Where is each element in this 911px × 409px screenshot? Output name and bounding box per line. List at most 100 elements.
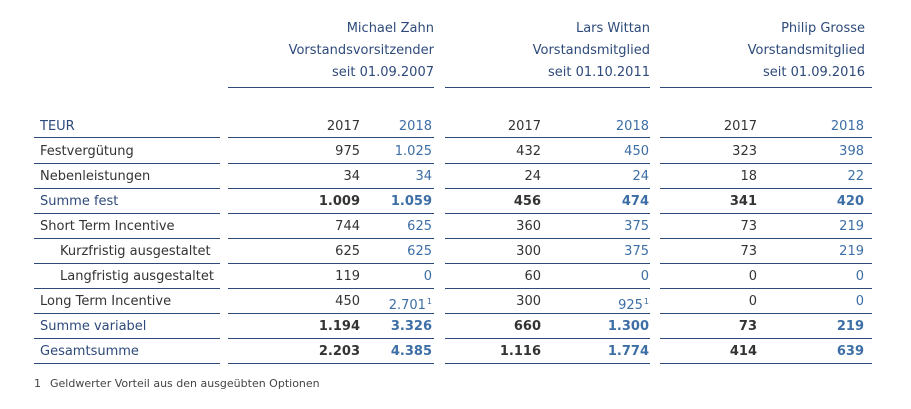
cell-value: 414	[729, 344, 757, 359]
cell-value: 450	[624, 144, 649, 159]
table-row: Gesamtsumme 2.203 4.385 1.116 1.774 414 639	[34, 339, 872, 364]
value-cell: 9251	[559, 289, 649, 314]
value-cell: 0	[559, 264, 649, 289]
value-cell: 0	[774, 289, 864, 314]
member-header-zahn: Michael Zahn Vorstandsvorsitzender seit …	[228, 18, 434, 84]
row-rule	[228, 163, 434, 164]
year-header: 2018	[398, 119, 432, 134]
member-name: Philip Grosse	[781, 21, 865, 36]
row-rule	[445, 188, 650, 189]
row-rule	[228, 288, 434, 289]
cell-value: 60	[524, 269, 541, 284]
header-rule	[228, 137, 434, 138]
value-cell: 456	[451, 189, 541, 214]
header-rule	[660, 137, 872, 138]
cell-value: 0	[855, 269, 864, 284]
value-cell: 0	[774, 264, 864, 289]
row-rule	[445, 213, 650, 214]
value-cell: 375	[559, 239, 649, 264]
value-cell: 639	[774, 339, 864, 364]
row-label: Nebenleistungen	[40, 169, 151, 184]
cell-value: 341	[729, 194, 757, 209]
cell-value: 360	[516, 219, 541, 234]
year-header: 2017	[723, 119, 757, 134]
row-label: Gesamtsumme	[40, 344, 139, 359]
cell-value: 300	[516, 244, 541, 259]
value-cell: 3.326	[342, 314, 432, 339]
cell-value: 625	[407, 219, 432, 234]
table-row: Festvergütung 975 1.025 432 450 323 398	[34, 139, 872, 164]
row-rule	[34, 163, 220, 164]
cell-value: 34	[343, 169, 360, 184]
cell-value: 219	[839, 244, 864, 259]
footnote-mark: 1	[426, 297, 432, 306]
footnote-text: Geldwerter Vorteil aus den ausgeübten Op…	[50, 377, 320, 390]
table-row: Summe fest 1.009 1.059 456 474 341 420	[34, 189, 872, 214]
value-cell: 474	[559, 189, 649, 214]
cell-value: 1.194	[318, 319, 360, 334]
cell-value: 1.025	[394, 144, 432, 159]
row-rule	[445, 363, 650, 364]
member-since: seit 01.09.2007	[331, 65, 434, 80]
row-rule	[228, 213, 434, 214]
year-header: 2018	[615, 119, 649, 134]
cell-value: 450	[335, 294, 360, 309]
cell-value: 474	[621, 194, 649, 209]
row-rule	[34, 238, 220, 239]
value-cell: 1.116	[451, 339, 541, 364]
footnote: 1 Geldwerter Vorteil aus den ausgeübten O…	[34, 377, 320, 390]
row-rule	[228, 263, 434, 264]
row-rule	[660, 363, 872, 364]
table-row: Long Term Incentive 450 2.7011 300 9251 0 0	[34, 289, 872, 314]
year-header: 2017	[507, 119, 541, 134]
value-cell: 300	[451, 239, 541, 264]
row-rule	[34, 188, 220, 189]
cell-value: 625	[407, 244, 432, 259]
value-cell: 0	[667, 264, 757, 289]
cell-value: 219	[836, 319, 864, 334]
cell-value: 34	[415, 169, 432, 184]
value-cell: 300	[451, 289, 541, 314]
value-cell: 398	[774, 139, 864, 164]
cell-value: 375	[624, 219, 649, 234]
year-header: 2018	[830, 119, 864, 134]
value-cell: 341	[667, 189, 757, 214]
row-rule	[445, 313, 650, 314]
cell-value: 119	[335, 269, 360, 284]
row-rule	[660, 188, 872, 189]
value-cell: 375	[559, 214, 649, 239]
value-cell: 360	[451, 214, 541, 239]
cell-value: 3.326	[390, 319, 432, 334]
cell-value: 744	[335, 219, 360, 234]
table-row: Kurzfristig ausgestaltet 625 625 300 375 73 21…	[34, 239, 872, 264]
value-cell: 34	[270, 164, 360, 189]
cell-value: 2.701	[388, 298, 426, 313]
value-cell: 0	[667, 289, 757, 314]
cell-value: 300	[516, 294, 541, 309]
table-row: Nebenleistungen 34 34 24 24 18 22	[34, 164, 872, 189]
row-rule	[445, 238, 650, 239]
cell-value: 24	[632, 169, 649, 184]
header-rule	[34, 137, 220, 138]
cell-value: 975	[335, 144, 360, 159]
cell-value: 375	[624, 244, 649, 259]
cell-value: 219	[839, 219, 864, 234]
row-rule	[228, 188, 434, 189]
cell-value: 420	[836, 194, 864, 209]
row-rule	[660, 238, 872, 239]
row-rule	[228, 313, 434, 314]
row-rule	[445, 163, 650, 164]
cell-value: 432	[516, 144, 541, 159]
cell-value: 1.300	[607, 319, 649, 334]
value-cell: 975	[270, 139, 360, 164]
value-cell: 2.7011	[342, 289, 432, 314]
row-rule	[228, 363, 434, 364]
cell-value: 625	[335, 244, 360, 259]
footnote-mark: 1	[643, 297, 649, 306]
value-cell: 625	[270, 239, 360, 264]
value-cell: 625	[342, 214, 432, 239]
member-name: Michael Zahn	[346, 21, 434, 36]
value-cell: 24	[451, 164, 541, 189]
row-rule	[228, 338, 434, 339]
value-cell: 18	[667, 164, 757, 189]
